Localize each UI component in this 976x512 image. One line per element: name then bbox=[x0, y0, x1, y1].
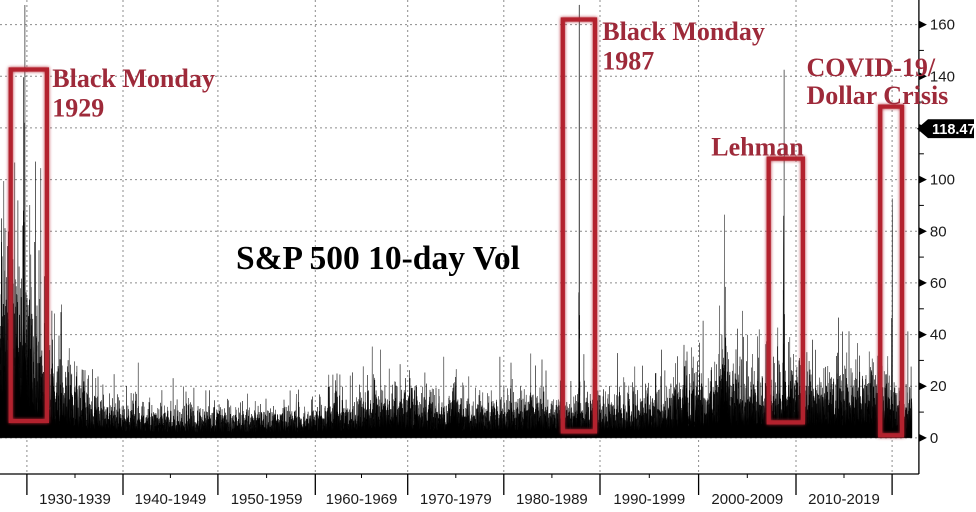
svg-text:1970-1979: 1970-1979 bbox=[420, 491, 492, 508]
svg-text:1980-1989: 1980-1989 bbox=[516, 491, 588, 508]
svg-text:Lehman: Lehman bbox=[711, 133, 804, 162]
svg-text:2010-2019: 2010-2019 bbox=[808, 491, 880, 508]
svg-text:20: 20 bbox=[930, 378, 947, 395]
svg-text:1940-1949: 1940-1949 bbox=[135, 491, 207, 508]
svg-text:1990-1999: 1990-1999 bbox=[613, 491, 685, 508]
svg-text:1950-1959: 1950-1959 bbox=[231, 491, 303, 508]
svg-text:Dollar Crisis: Dollar Crisis bbox=[807, 81, 949, 110]
svg-text:2000-2009: 2000-2009 bbox=[711, 491, 783, 508]
svg-text:1929: 1929 bbox=[52, 94, 104, 123]
svg-text:1930-1939: 1930-1939 bbox=[39, 491, 111, 508]
svg-text:COVID-19/: COVID-19/ bbox=[807, 53, 936, 82]
svg-text:Black Monday: Black Monday bbox=[602, 17, 765, 46]
svg-text:Black Monday: Black Monday bbox=[52, 64, 215, 93]
svg-text:100: 100 bbox=[930, 172, 955, 189]
svg-text:1960-1969: 1960-1969 bbox=[326, 491, 398, 508]
svg-text:80: 80 bbox=[930, 223, 947, 240]
svg-text:1987: 1987 bbox=[602, 47, 654, 76]
svg-text:118.47: 118.47 bbox=[932, 122, 976, 138]
svg-text:S&P 500 10-day Vol: S&P 500 10-day Vol bbox=[236, 240, 520, 277]
svg-text:40: 40 bbox=[930, 327, 947, 344]
svg-text:60: 60 bbox=[930, 275, 947, 292]
svg-text:0: 0 bbox=[930, 430, 938, 447]
svg-text:160: 160 bbox=[930, 17, 955, 34]
